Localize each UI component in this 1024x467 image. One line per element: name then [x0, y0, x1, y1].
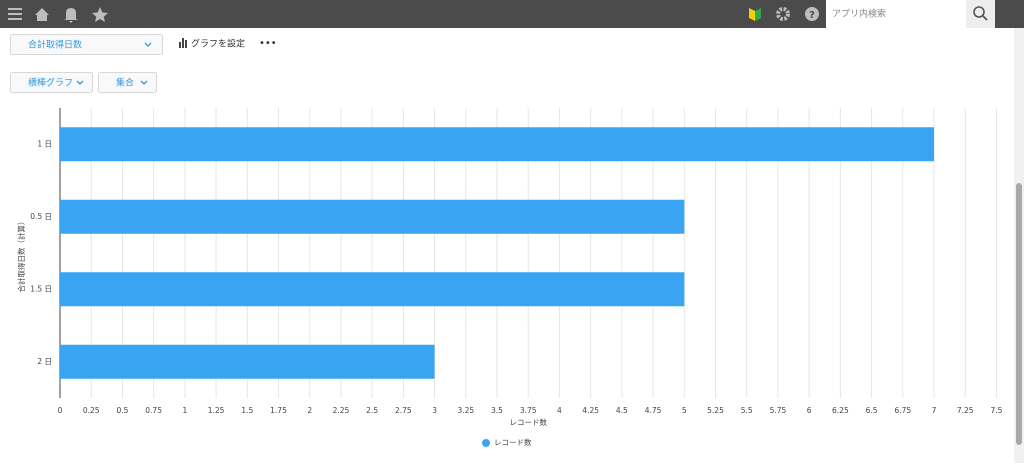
bar — [60, 344, 435, 379]
x-tick-label: 3 — [432, 406, 437, 415]
bar — [60, 272, 685, 307]
svg-text:?: ? — [809, 10, 815, 21]
legend-label: レコード数 — [494, 437, 532, 447]
graph-icon — [179, 38, 187, 48]
x-tick-label: 3.5 — [491, 406, 503, 415]
bar — [60, 199, 685, 234]
beginner-icon — [749, 8, 761, 21]
x-tick-label: 4.5 — [616, 406, 628, 415]
y-tick-label: 1 日 — [37, 139, 52, 148]
x-axis-label: レコード数 — [509, 417, 547, 427]
x-tick-label: 2 — [307, 406, 312, 415]
x-tick-label: 2.5 — [366, 406, 378, 415]
more-button[interactable]: ••• — [259, 38, 277, 49]
x-tick-label: 0.25 — [83, 406, 100, 415]
x-tick-label: 0 — [58, 406, 63, 415]
y-tick-label: 2 日 — [37, 357, 52, 366]
menu-icon[interactable] — [8, 8, 22, 20]
x-tick-label: 2.75 — [395, 406, 412, 415]
search-box[interactable] — [826, 0, 966, 28]
x-tick-label: 1 — [182, 406, 187, 415]
mode-select[interactable] — [98, 72, 157, 93]
favorite-icon[interactable] — [92, 7, 108, 22]
chart-type-label: 横棒グラフ — [28, 77, 73, 89]
home-icon[interactable] — [35, 8, 49, 21]
mode-label: 集合 — [116, 77, 134, 89]
x-tick-label: 6.75 — [894, 406, 911, 415]
chart: 0 0.25 0.5 0.75 1 1.25 1.5 1.75 2 2.25 2.5 2.75 3 3.2… — [16, 108, 1003, 447]
x-tick-label: 5.75 — [770, 406, 787, 415]
x-tick-label: 0.75 — [145, 406, 162, 415]
x-tick-label: 3.25 — [457, 406, 474, 415]
x-tick-label: 0.5 — [116, 406, 128, 415]
x-tick-label: 3.75 — [520, 406, 537, 415]
y-tick-label: 0.5 日 — [30, 212, 52, 221]
graph-settings[interactable]: グラフを設定 — [191, 38, 245, 50]
legend-marker — [482, 439, 490, 447]
y-axis-label: 合計取得日数（計算） — [16, 218, 26, 293]
x-tick-label: 7.25 — [957, 406, 974, 415]
x-tick-label: 2.25 — [333, 406, 350, 415]
x-tick-label: 6 — [807, 406, 812, 415]
bar — [60, 127, 935, 162]
notification-icon[interactable] — [64, 8, 78, 23]
scrollbar-thumb[interactable] — [1016, 183, 1022, 445]
x-tick-label: 4.75 — [645, 406, 662, 415]
x-tick-label: 6.5 — [866, 406, 878, 415]
x-tick-label: 6.25 — [832, 406, 849, 415]
field-select-label: 合計取得日数 — [28, 39, 82, 51]
x-tick-label: 5 — [682, 406, 687, 415]
search-placeholder: アプリ内検索 — [832, 8, 886, 20]
y-tick-label: 1.5 日 — [30, 284, 52, 293]
x-tick-label: 4 — [557, 406, 562, 415]
x-tick-label: 7 — [932, 406, 937, 415]
x-tick-label: 1.75 — [270, 406, 287, 415]
help-icon[interactable] — [805, 7, 819, 21]
field-select[interactable] — [10, 34, 163, 55]
search-button[interactable] — [966, 0, 995, 28]
x-tick-label: 5.5 — [741, 406, 753, 415]
settings-icon[interactable] — [776, 7, 790, 21]
x-tick-label: 5.25 — [707, 406, 724, 415]
x-tick-label: 1.5 — [241, 406, 253, 415]
x-tick-label: 1.25 — [208, 406, 225, 415]
chart-type-select[interactable] — [10, 72, 93, 93]
x-tick-label: 7.5 — [990, 406, 1002, 415]
x-tick-label: 4.25 — [582, 406, 599, 415]
